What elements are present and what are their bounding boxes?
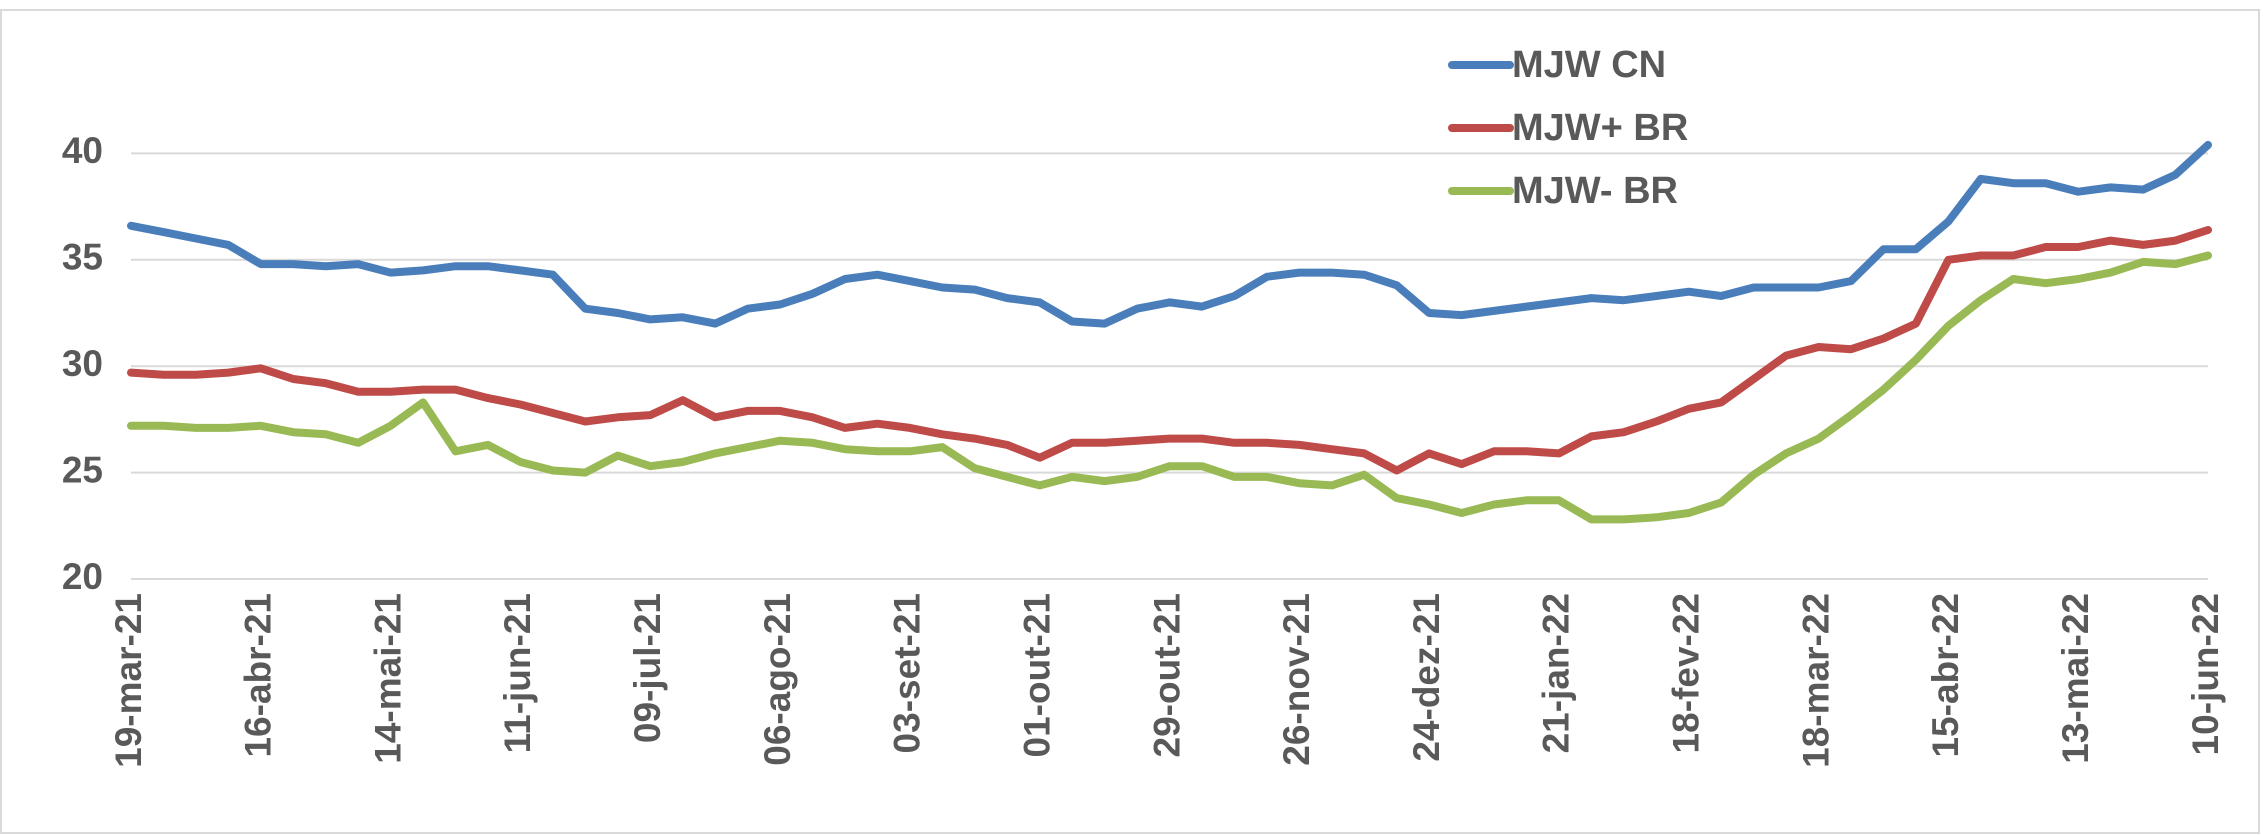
x-tick-label: 11-jun-21: [497, 593, 538, 753]
y-tick-label: 35: [62, 237, 103, 278]
x-tick-label: 19-mar-21: [108, 593, 149, 768]
chart-border: [0, 9, 2260, 834]
series-line: [127, 140, 2212, 328]
x-tick-label: 10-jun-22: [2185, 593, 2226, 755]
x-tick-label: 03-set-21: [887, 593, 928, 753]
series-line: [127, 226, 2212, 475]
x-tick-label: 14-mai-21: [367, 593, 408, 764]
y-tick-label: 20: [62, 556, 103, 597]
x-tick-label: 15-abr-22: [1925, 593, 1966, 758]
series-line: [127, 251, 2212, 524]
x-tick-label: 18-mar-22: [1795, 593, 1836, 768]
x-tick-label: 09-jul-21: [627, 593, 668, 743]
x-tick-label: 16-abr-21: [238, 593, 279, 758]
x-tick-label: 24-dez-21: [1406, 593, 1447, 762]
y-tick-label: 25: [62, 449, 103, 490]
x-tick-label: 21-jan-22: [1536, 593, 1577, 753]
legend-label: MJW- BR: [1512, 170, 1678, 212]
x-tick-label: 01-out-21: [1016, 593, 1057, 757]
x-tick-label: 18-fev-22: [1666, 593, 1707, 753]
y-tick-label: 30: [62, 343, 103, 384]
x-tick-label: 06-ago-21: [757, 593, 798, 766]
legend-label: MJW+ BR: [1512, 107, 1688, 149]
x-tick-label: 29-out-21: [1146, 593, 1187, 757]
x-tick-label: 26-nov-21: [1276, 593, 1317, 766]
x-tick-label: 13-mai-22: [2055, 593, 2096, 764]
y-tick-label: 40: [62, 130, 103, 171]
legend-label: MJW CN: [1512, 44, 1666, 86]
